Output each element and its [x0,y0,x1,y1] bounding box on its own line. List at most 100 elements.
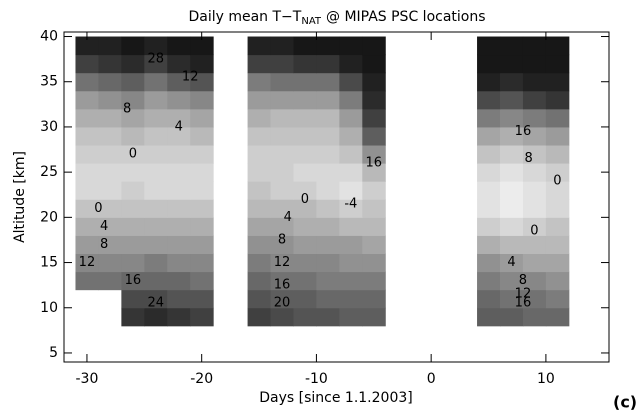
contour-cell [167,217,191,236]
contour-cell [144,289,168,309]
contour-cell [98,253,122,273]
contour-label: 0 [301,192,309,207]
contour-cell [316,253,340,273]
contour-cell [167,72,191,92]
contour-cell [144,163,168,182]
contour-cell [121,90,145,110]
contour-cell [121,145,145,164]
contour-cell [362,108,386,128]
contour-cell [316,36,340,56]
contour-cell [477,36,501,56]
contour-cell [190,253,214,273]
contour-cell [362,145,386,164]
contour-cell [270,217,294,236]
contour-label: 16 [125,273,142,288]
contour-cell [316,163,340,182]
contour-cell [362,271,386,291]
contour-cell [477,90,501,110]
contour-cell [75,145,99,164]
contour-cell [144,72,168,92]
contour-cell [500,307,524,327]
contour-cell [144,253,168,273]
contour-cell [477,271,501,291]
contour-label: 0 [94,201,102,216]
contour-cell [190,36,214,56]
contour-cell [144,199,168,218]
contour-cell [522,54,547,74]
y-tick-label: 10 [40,300,58,316]
contour-cell [339,36,363,56]
contour-cell [339,289,363,309]
contour-cell [190,307,214,327]
contour-cell [316,289,340,309]
contour-cell [500,145,524,164]
contour-cell [247,54,272,74]
contour-cell [167,145,191,164]
contour-cell [339,181,363,200]
contour-cell [247,307,272,327]
plot-frame [63,31,610,363]
contour-cell [522,217,547,236]
contour-cell [270,72,294,92]
y-axis-label: Altitude [km] [12,151,28,243]
contour-cell [545,54,570,74]
contour-cell [121,253,145,273]
contour-cell [500,72,524,92]
contour-cell [270,181,294,200]
contour-cell [190,163,214,182]
contour-cell [270,253,294,273]
contour-label: 4 [284,210,292,225]
contour-cell [190,126,214,146]
contour-cell [247,145,272,164]
contour-cell [270,271,294,291]
contour-label: 28 [148,52,165,67]
x-tick-label: -20 [190,371,213,387]
contour-cell [293,235,317,255]
contour-cell [98,163,122,182]
contour-cell [167,108,191,128]
contour-cell [339,163,363,182]
contour-cell [121,199,145,218]
contour-label: 12 [274,255,291,270]
contour-cell [362,253,386,273]
contour-cell [545,108,570,128]
contour-label: 12 [182,70,199,85]
contour-cell [270,126,294,146]
contour-cell [270,235,294,255]
contour-cell [190,90,214,110]
contour-cell [316,72,340,92]
contour-cell [190,181,214,200]
contour-label: 16 [274,278,291,293]
contour-cell [477,253,501,273]
contour-cell [522,307,547,327]
contour-label: 12 [515,287,532,302]
contour-cell [190,289,214,309]
contour-cell [98,145,122,164]
contour-cell [167,90,191,110]
contour-cell [339,271,363,291]
contour-label: 8 [123,101,131,116]
contour-cell [293,181,317,200]
y-tick-label: 35 [40,74,58,90]
y-tick-label: 15 [40,255,58,271]
contour-cell [293,72,317,92]
contour-cell [270,54,294,74]
y-tick-label: 25 [40,164,58,180]
contour-cell [98,54,122,74]
contour-cell [500,271,524,291]
contour-cell [247,72,272,92]
contour-cell [500,163,524,182]
contour-label: 4 [175,119,183,134]
contour-label: 0 [530,223,538,238]
chart-title: Daily mean T−TNAT @ MIPAS PSC locations [188,9,485,27]
contour-cell [362,199,386,218]
contour-cell [75,271,99,291]
contour-cell [545,307,570,327]
contour-cell [247,253,272,273]
contour-cell [75,181,99,200]
contour-cell [293,108,317,128]
contour-cell [545,289,570,309]
contour-cell [167,253,191,273]
contour-cell [167,289,191,309]
contour-cell [121,54,145,74]
